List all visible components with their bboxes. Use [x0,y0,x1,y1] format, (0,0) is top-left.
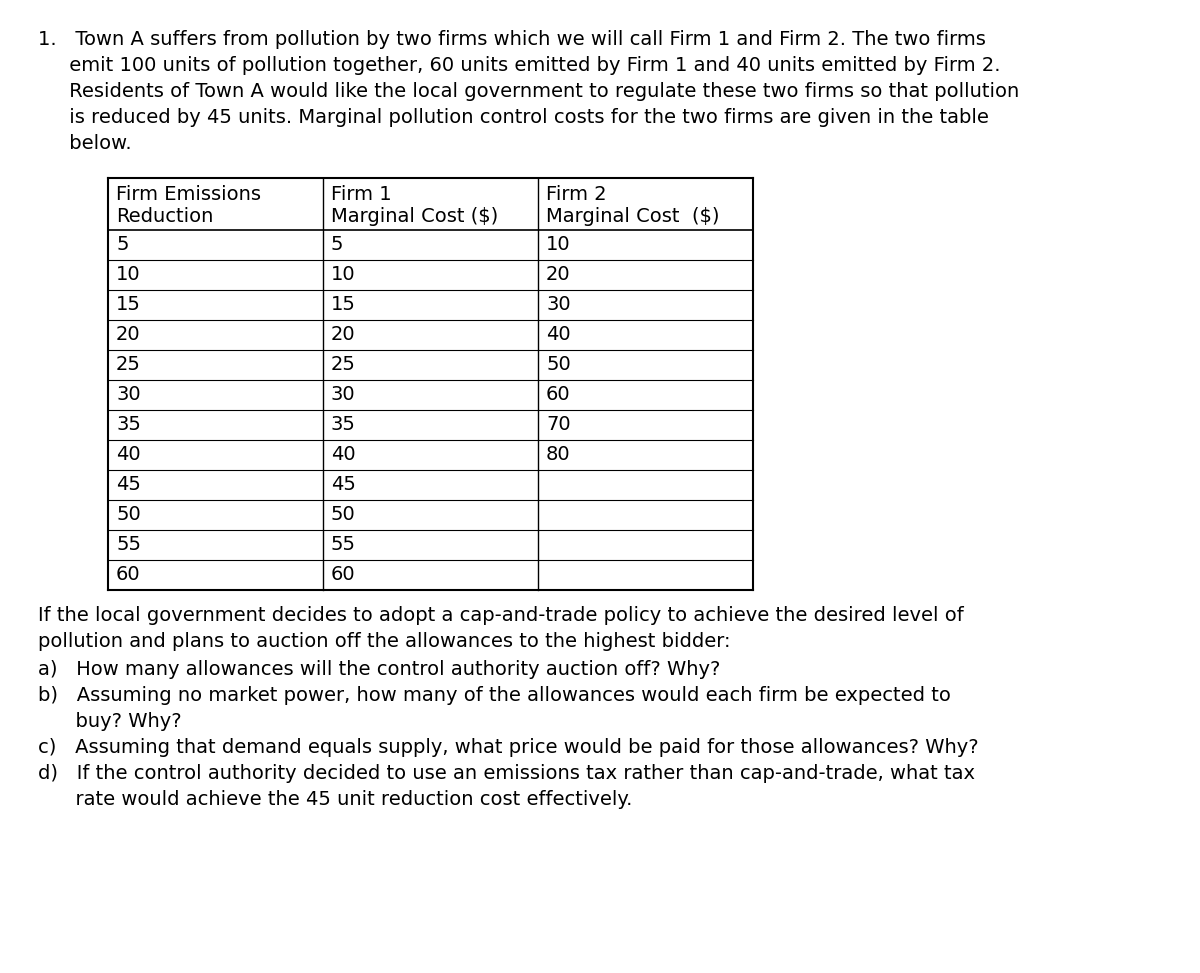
Text: emit 100 units of pollution together, 60 units emitted by Firm 1 and 40 units em: emit 100 units of pollution together, 60… [38,56,1001,75]
Text: 40: 40 [546,326,571,344]
Text: 20: 20 [116,326,140,344]
Text: Firm 1: Firm 1 [331,185,391,204]
Text: 20: 20 [331,326,355,344]
Text: 50: 50 [116,506,140,524]
Text: 60: 60 [546,385,571,405]
Text: 10: 10 [331,266,355,284]
Text: 70: 70 [546,415,571,435]
Text: rate would achieve the 45 unit reduction cost effectively.: rate would achieve the 45 unit reduction… [38,790,632,809]
Text: 60: 60 [331,565,355,585]
Text: pollution and plans to auction off the allowances to the highest bidder:: pollution and plans to auction off the a… [38,632,731,651]
Text: 25: 25 [116,355,140,375]
Text: 30: 30 [546,296,571,314]
Text: 40: 40 [331,446,355,464]
Text: 35: 35 [116,415,140,435]
Text: 15: 15 [331,296,356,314]
Text: d)   If the control authority decided to use an emissions tax rather than cap-an: d) If the control authority decided to u… [38,764,974,783]
Text: Marginal Cost  ($): Marginal Cost ($) [546,207,720,226]
Text: 45: 45 [116,476,140,494]
Text: 5: 5 [331,235,343,255]
Text: 25: 25 [331,355,356,375]
Text: Residents of Town A would like the local government to regulate these two firms : Residents of Town A would like the local… [38,82,1019,101]
Text: 55: 55 [331,535,356,555]
Text: 10: 10 [546,235,571,255]
Text: 60: 60 [116,565,140,585]
Text: Firm Emissions: Firm Emissions [116,185,262,204]
Text: 30: 30 [116,385,140,405]
Text: 40: 40 [116,446,140,464]
Text: c)   Assuming that demand equals supply, what price would be paid for those allo: c) Assuming that demand equals supply, w… [38,738,979,757]
Text: is reduced by 45 units. Marginal pollution control costs for the two firms are g: is reduced by 45 units. Marginal polluti… [38,108,989,127]
Text: buy? Why?: buy? Why? [38,712,181,731]
Text: b)   Assuming no market power, how many of the allowances would each firm be exp: b) Assuming no market power, how many of… [38,686,950,705]
Text: 50: 50 [331,506,355,524]
Text: 80: 80 [546,446,571,464]
Text: 35: 35 [331,415,356,435]
Text: 20: 20 [546,266,571,284]
Text: 50: 50 [546,355,571,375]
Text: 30: 30 [331,385,355,405]
Text: Firm 2: Firm 2 [546,185,607,204]
Text: a)   How many allowances will the control authority auction off? Why?: a) How many allowances will the control … [38,660,720,679]
Text: Reduction: Reduction [116,207,214,226]
Text: 45: 45 [331,476,356,494]
Text: 5: 5 [116,235,128,255]
Text: 55: 55 [116,535,142,555]
Text: 15: 15 [116,296,140,314]
Text: Marginal Cost ($): Marginal Cost ($) [331,207,498,226]
Text: If the local government decides to adopt a cap-and-trade policy to achieve the d: If the local government decides to adopt… [38,606,964,625]
Text: 10: 10 [116,266,140,284]
Text: 1.   Town A suffers from pollution by two firms which we will call Firm 1 and Fi: 1. Town A suffers from pollution by two … [38,30,986,49]
Text: below.: below. [38,134,132,153]
